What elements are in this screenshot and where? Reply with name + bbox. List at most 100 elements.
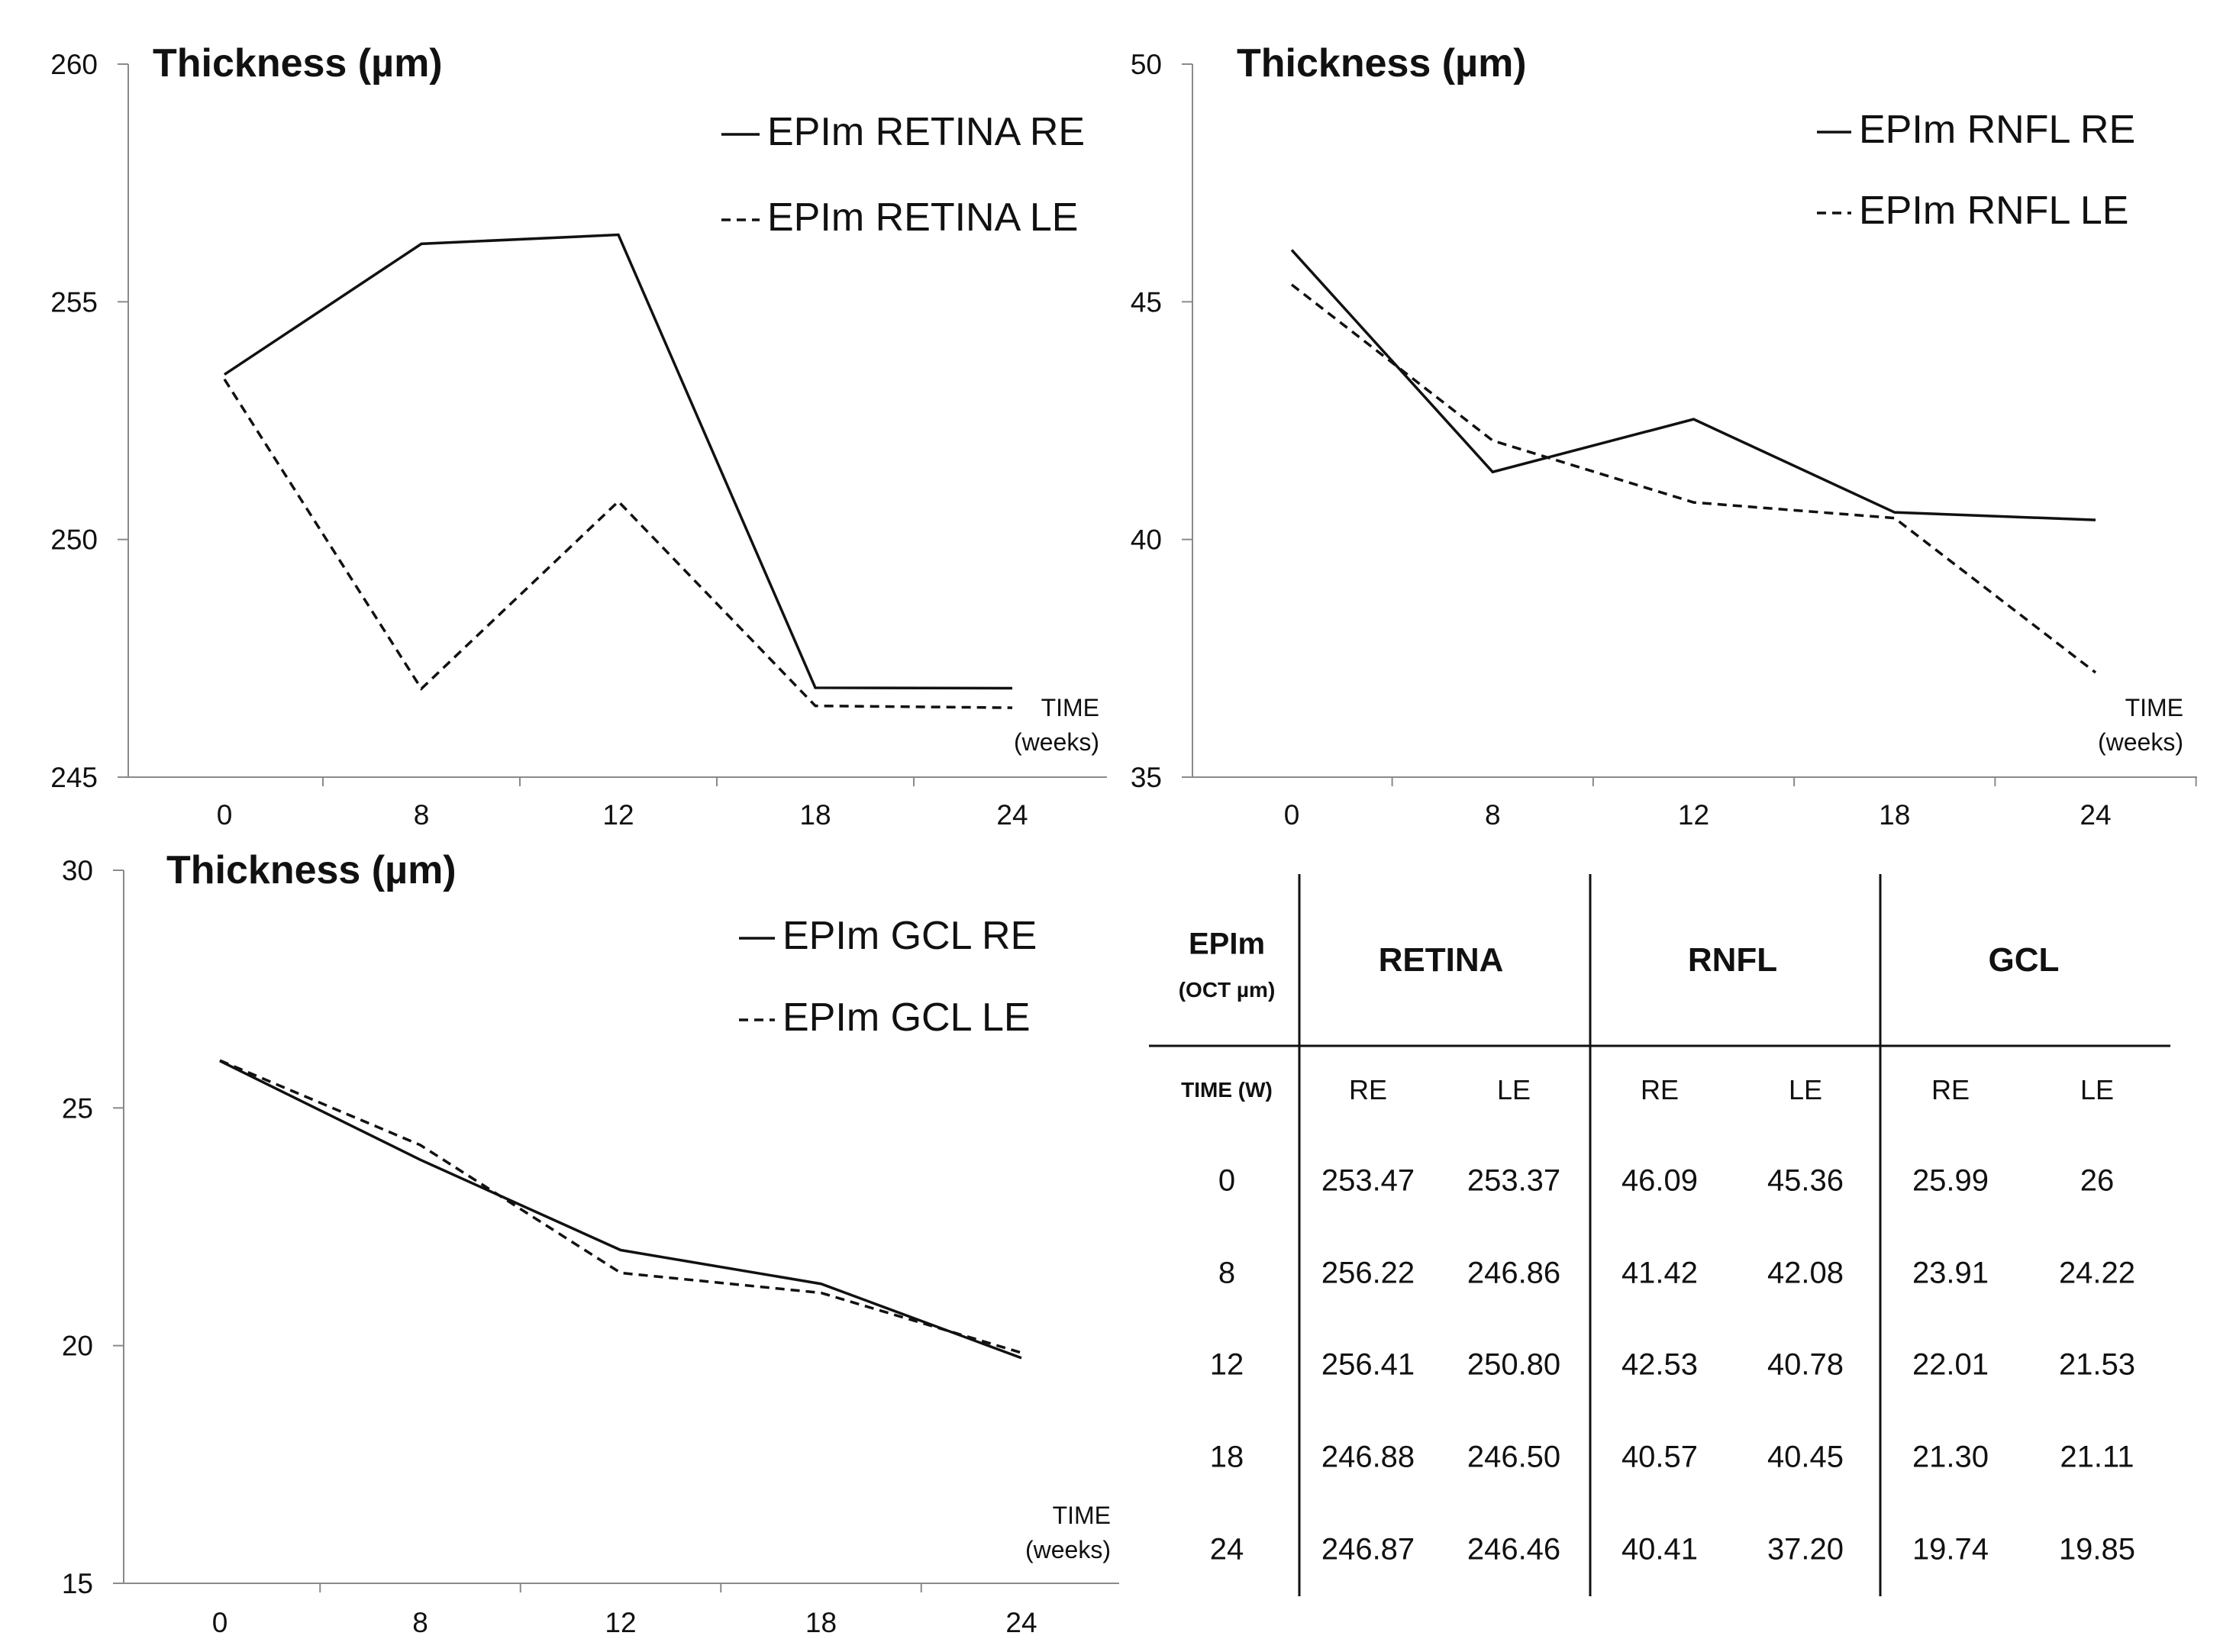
legend-label: EPIm RETINA RE bbox=[767, 110, 1085, 154]
y-tick-label: 50 bbox=[1131, 49, 1162, 80]
table-cell: 21.30 bbox=[1912, 1440, 1989, 1474]
x-axis-title-line: TIME bbox=[1041, 694, 1099, 721]
legend-label: EPIm RETINA LE bbox=[767, 195, 1078, 240]
table-grid bbox=[1149, 874, 2170, 1596]
table-cell: 42.53 bbox=[1621, 1347, 1699, 1382]
x-axis-title: TIME (weeks) bbox=[2098, 694, 2183, 756]
x-tick-label: 12 bbox=[1678, 799, 1709, 831]
x-tick-label: 18 bbox=[805, 1607, 837, 1638]
x-axis-title-line: (weeks) bbox=[2098, 728, 2183, 756]
table-subheader: LE bbox=[1496, 1074, 1531, 1105]
series-line-le bbox=[223, 378, 1013, 709]
x-tick-label: 12 bbox=[605, 1607, 636, 1638]
x-tick-label: 24 bbox=[1005, 1607, 1037, 1638]
table-cell: 19.85 bbox=[2058, 1532, 2136, 1566]
x-tick-label: 24 bbox=[2080, 799, 2111, 831]
table-cell: 40.45 bbox=[1767, 1440, 1844, 1474]
table-cell: 22.01 bbox=[1912, 1347, 1989, 1382]
y-tick-label: 245 bbox=[50, 762, 98, 793]
y-tick-label: 40 bbox=[1131, 524, 1162, 556]
x-tick-label: 24 bbox=[996, 799, 1028, 831]
table-row-time: 12 bbox=[1209, 1347, 1244, 1382]
y-tick-label: 30 bbox=[62, 855, 93, 886]
table-subheader: RE bbox=[1348, 1074, 1387, 1105]
gcl-thickness-chart: 15 20 25 30 0 8 12 18 24 Thickness (µm) TIME (weeks… bbox=[62, 848, 1119, 1638]
y-tick-label: 45 bbox=[1131, 286, 1162, 318]
y-tick-label: 20 bbox=[62, 1331, 93, 1362]
table-cell: 24.22 bbox=[2058, 1256, 2136, 1290]
y-tick-label: 250 bbox=[50, 524, 98, 556]
table-subheader: LE bbox=[1788, 1074, 1823, 1105]
y-tick-label: 260 bbox=[50, 49, 98, 80]
table-cell: 246.50 bbox=[1467, 1440, 1561, 1474]
table-cell: 25.99 bbox=[1912, 1163, 1989, 1198]
x-tick-label: 18 bbox=[799, 799, 831, 831]
rnfl-thickness-chart: 35 40 45 50 0 8 12 18 24 Thickness (µm) TIME (weeks… bbox=[1131, 41, 2197, 831]
legend-label: EPIm RNFL LE bbox=[1859, 189, 2129, 233]
table-row-time: 18 bbox=[1209, 1440, 1244, 1474]
series-line-le bbox=[219, 1059, 1022, 1354]
y-axis-title: Thickness (µm) bbox=[1237, 41, 1527, 86]
y-axis-title: Thickness (µm) bbox=[153, 41, 443, 86]
table-corner-unit: (OCT µm) bbox=[1178, 978, 1276, 1002]
table-group-header: GCL bbox=[1988, 941, 2060, 979]
x-axis-title-line: (weeks) bbox=[1014, 728, 1099, 756]
y-tick-label: 255 bbox=[50, 286, 98, 318]
x-axis-title-line: (weeks) bbox=[1025, 1536, 1111, 1563]
table-cell: 19.74 bbox=[1912, 1532, 1989, 1566]
table-row-time: 24 bbox=[1209, 1532, 1244, 1566]
legend-label: EPIm RNFL RE bbox=[1859, 108, 2135, 152]
legend-label: EPIm GCL RE bbox=[782, 914, 1037, 958]
x-tick-label: 8 bbox=[412, 1607, 428, 1638]
x-tick-label: 18 bbox=[1879, 799, 1910, 831]
table-group-header: RETINA bbox=[1378, 941, 1504, 979]
series-line-le bbox=[1290, 283, 2097, 674]
table-cell: 26 bbox=[2080, 1163, 2115, 1198]
table-cell: 46.09 bbox=[1621, 1163, 1699, 1198]
table-cell: 45.36 bbox=[1767, 1163, 1844, 1198]
table-cell: 40.41 bbox=[1621, 1532, 1699, 1566]
table-cell: 246.88 bbox=[1321, 1440, 1415, 1474]
table-cell: 253.47 bbox=[1321, 1163, 1415, 1198]
table-cell: 41.42 bbox=[1621, 1256, 1699, 1290]
table-cell: 256.41 bbox=[1321, 1347, 1415, 1382]
table-cell: 40.57 bbox=[1621, 1440, 1699, 1474]
table-corner-title: EPIm bbox=[1188, 927, 1266, 961]
series-line-re bbox=[224, 233, 1013, 690]
x-axis-title-line: TIME bbox=[1053, 1502, 1111, 1529]
legend-label: EPIm GCL LE bbox=[782, 995, 1031, 1040]
x-tick-label: 8 bbox=[414, 799, 430, 831]
table-cell: 21.11 bbox=[2060, 1440, 2134, 1474]
x-tick-label: 12 bbox=[602, 799, 634, 831]
x-axis-title: TIME (weeks) bbox=[1014, 694, 1099, 756]
table-cell: 246.46 bbox=[1467, 1532, 1561, 1566]
y-axis-title: Thickness (µm) bbox=[166, 848, 457, 892]
retina-thickness-chart: 245 250 255 260 0 8 12 18 24 Thickness (µm) TIME (w… bbox=[50, 41, 1107, 831]
table-group-header: RNFL bbox=[1687, 941, 1778, 979]
table-cell: 23.91 bbox=[1912, 1256, 1989, 1290]
table-cell: 37.20 bbox=[1767, 1532, 1844, 1566]
table-row-time: 0 bbox=[1218, 1163, 1236, 1198]
x-tick-label: 0 bbox=[1284, 799, 1300, 831]
table-subheader: RE bbox=[1640, 1074, 1679, 1105]
x-tick-label: 0 bbox=[217, 799, 233, 831]
table-cell: 253.37 bbox=[1467, 1163, 1561, 1198]
table-cell: 21.53 bbox=[2058, 1347, 2136, 1382]
table-cell: 256.22 bbox=[1321, 1256, 1415, 1290]
y-tick-label: 35 bbox=[1131, 762, 1162, 793]
table-cell: 42.08 bbox=[1767, 1256, 1844, 1290]
table-cell: 246.86 bbox=[1467, 1256, 1561, 1290]
y-tick-label: 25 bbox=[62, 1092, 93, 1124]
series-line-re bbox=[219, 1060, 1022, 1360]
series-line-re bbox=[1290, 249, 2096, 521]
x-tick-label: 8 bbox=[1485, 799, 1501, 831]
table-cell: 246.87 bbox=[1321, 1532, 1415, 1566]
x-tick-label: 0 bbox=[212, 1607, 228, 1638]
table-subheader: LE bbox=[2080, 1074, 2115, 1105]
table-row-time: 8 bbox=[1218, 1256, 1236, 1290]
x-axis-title: TIME (weeks) bbox=[1025, 1502, 1111, 1563]
table-cell: 250.80 bbox=[1467, 1347, 1561, 1382]
table-time-header: TIME (W) bbox=[1181, 1078, 1273, 1102]
x-axis-title-line: TIME bbox=[2125, 694, 2183, 721]
y-tick-label: 15 bbox=[62, 1568, 93, 1599]
